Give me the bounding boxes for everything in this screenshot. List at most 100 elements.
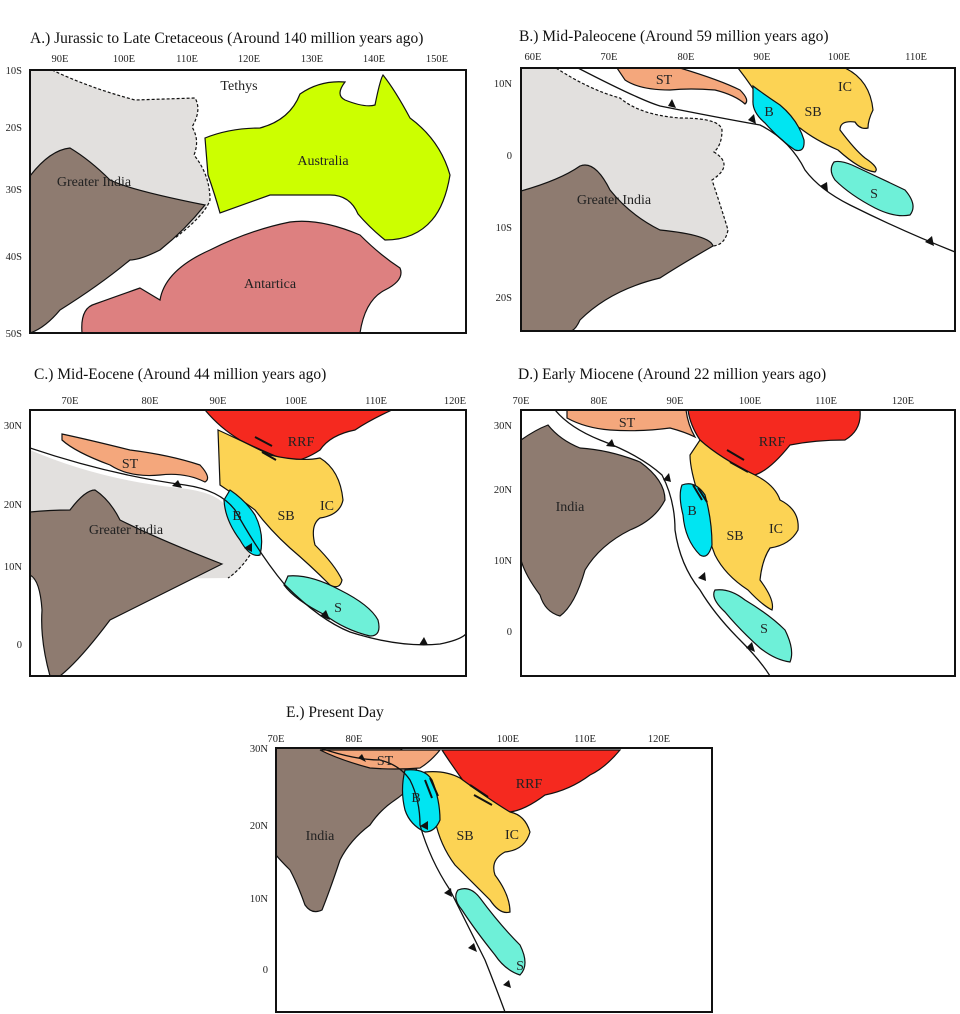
lat-tick: 30N [494, 421, 513, 432]
s-block [713, 589, 793, 663]
lat-tick: 30N [4, 421, 23, 432]
s-block [455, 888, 526, 976]
b-block [679, 483, 713, 557]
label-rrf: RRF [516, 777, 543, 792]
lon-tick: 100E [113, 54, 135, 65]
lon-tick: 110E [574, 734, 596, 745]
map-frame [29, 409, 467, 677]
label-antarctica: Antartica [244, 277, 297, 292]
s-block [283, 575, 380, 637]
lat-tick: 10N [494, 79, 513, 90]
lon-tick: 130E [301, 54, 323, 65]
lat-tick: 50S [6, 329, 23, 340]
lon-tick: 60E [525, 52, 542, 63]
greater-india-landmass [30, 147, 207, 333]
panel-c: C.) Mid-Eocene (Around 44 million years … [4, 366, 467, 677]
lat-tick: 10N [494, 556, 513, 567]
lon-tick: 100E [497, 734, 519, 745]
lat-tick: 40S [6, 252, 23, 263]
label-australia: Australia [297, 154, 349, 169]
sb-ic-block [424, 771, 531, 914]
st-block [61, 433, 209, 483]
panel-a-title: A.) Jurassic to Late Cretaceous (Around … [30, 30, 423, 47]
label-ic: IC [838, 80, 852, 95]
label-india: India [556, 500, 586, 515]
label-tethys: Tethys [220, 79, 257, 94]
map-frame [275, 747, 713, 1013]
lat-tick: 0 [507, 151, 512, 162]
lon-tick: 120E [648, 734, 670, 745]
lon-tick: 90E [422, 734, 439, 745]
st-block [616, 68, 748, 105]
subduction-trench [577, 68, 955, 253]
label-greater-india: Greater India [89, 523, 164, 538]
lat-tick: 20S [6, 123, 23, 134]
lon-tick: 120E [444, 396, 466, 407]
label-greater-india: Greater India [577, 193, 652, 208]
panel-e-title: E.) Present Day [286, 704, 384, 721]
lon-tick: 140E [363, 54, 385, 65]
lon-tick: 90E [754, 52, 771, 63]
panel-a: A.) Jurassic to Late Cretaceous (Around … [6, 30, 467, 340]
lon-tick: 80E [346, 734, 363, 745]
b-block [752, 84, 805, 152]
label-b: B [232, 509, 241, 524]
lat-tick: 20N [494, 485, 513, 496]
label-ic: IC [505, 828, 519, 843]
label-s: S [334, 601, 342, 616]
sb-ic-block [217, 429, 344, 588]
lon-tick: 120E [892, 396, 914, 407]
label-s: S [760, 622, 768, 637]
lon-tick: 110E [176, 54, 198, 65]
sb-ic-block [737, 68, 877, 173]
india-landmass [521, 424, 666, 617]
label-ic: IC [320, 499, 334, 514]
lon-tick: 90E [210, 396, 227, 407]
lon-tick: 90E [667, 396, 684, 407]
s-block [830, 160, 914, 217]
panel-e: E.) Present Day 70E 80E 90E 100E 110E 12… [250, 704, 713, 1013]
lat-tick: 20N [4, 500, 23, 511]
lon-tick: 80E [678, 52, 695, 63]
panel-c-title: C.) Mid-Eocene (Around 44 million years … [34, 366, 326, 383]
lon-tick: 70E [513, 396, 530, 407]
label-st: ST [377, 754, 394, 769]
lon-tick: 70E [268, 734, 285, 745]
panel-d: D.) Early Miocene (Around 22 million yea… [494, 366, 956, 677]
strike-slip-arrows [254, 436, 277, 461]
label-s: S [870, 187, 878, 202]
lat-tick: 20N [250, 821, 269, 832]
rrf-block [687, 410, 861, 476]
subduction-trench [319, 748, 506, 1012]
australia-landmass [204, 73, 451, 241]
st-block [566, 410, 697, 439]
lat-tick: 0 [263, 965, 268, 976]
panel-b-title: B.) Mid-Paleocene (Around 59 million yea… [519, 28, 829, 45]
subduction-trench [554, 410, 771, 676]
lon-tick: 100E [828, 52, 850, 63]
lat-tick: 0 [507, 627, 512, 638]
label-sb: SB [804, 105, 821, 120]
label-b: B [687, 504, 696, 519]
lat-tick: 10N [250, 894, 269, 905]
lon-tick: 110E [905, 52, 927, 63]
map-frame [29, 69, 467, 334]
lon-tick: 80E [591, 396, 608, 407]
map-frame [520, 409, 956, 677]
label-st: ST [619, 416, 636, 431]
lon-tick: 100E [285, 396, 307, 407]
greater-india-landmass [30, 489, 224, 676]
antarctica-landmass [81, 220, 402, 333]
lon-tick: 110E [365, 396, 387, 407]
lon-tick: 120E [238, 54, 260, 65]
label-sb: SB [726, 529, 743, 544]
india-landmass [276, 748, 419, 913]
label-greater-india: Greater India [57, 175, 132, 190]
lat-tick: 10S [496, 223, 513, 234]
map-frame [520, 67, 956, 332]
greater-india-landmass [521, 164, 714, 331]
label-rrf: RRF [759, 435, 786, 450]
label-st: ST [656, 73, 673, 88]
label-b: B [411, 791, 420, 806]
